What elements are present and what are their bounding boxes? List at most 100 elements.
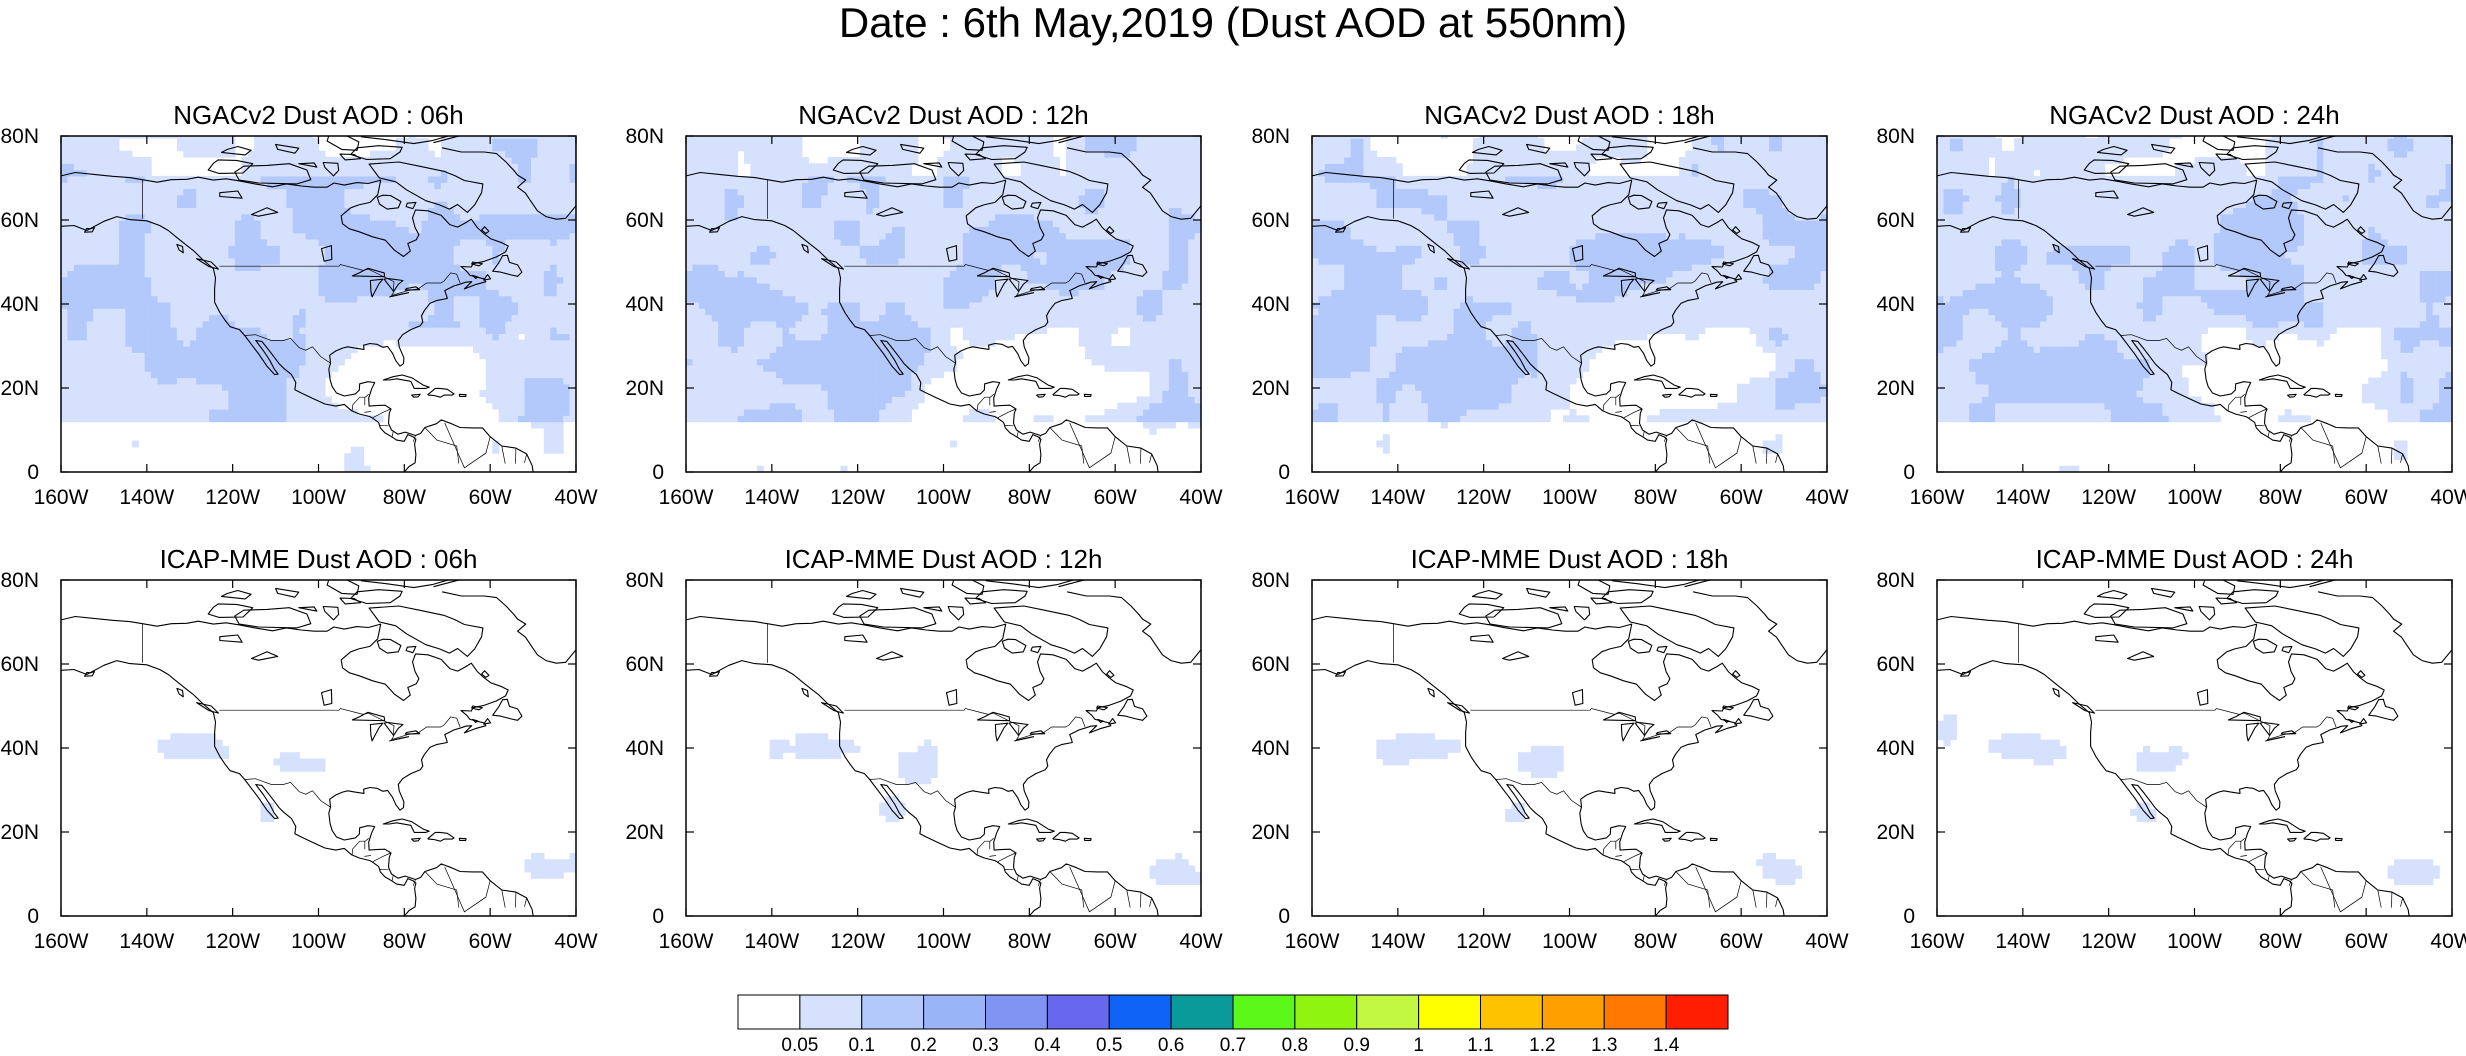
colorbar-swatch (1170, 994, 1234, 1030)
lon-tick-label: 120W (205, 930, 260, 953)
panel-title: ICAP-MME Dust AOD : 06h (160, 544, 478, 574)
coastlines (686, 136, 1201, 472)
dust-aod-field (61, 136, 576, 472)
lon-tick-label: 100W (2167, 930, 2222, 953)
lon-tick-label: 140W (1995, 930, 2050, 953)
colorbar-label: 0.7 (1220, 1035, 1246, 1056)
lon-tick-label: 140W (744, 930, 799, 953)
lat-tick-label: 20N (625, 821, 664, 844)
dust-aod-field (686, 580, 1201, 916)
colorbar-swatch (1046, 994, 1110, 1030)
map-background (686, 580, 1201, 916)
lat-tick-label: 40N (1876, 293, 1915, 316)
colorbar-swatch (1108, 994, 1172, 1030)
dust-aod-field (1937, 136, 2452, 472)
lat-tick-label: 40N (1251, 737, 1290, 760)
lon-tick-label: 80W (1008, 486, 1051, 509)
lon-tick-label: 80W (2259, 486, 2302, 509)
lat-tick-label: 80N (1876, 125, 1915, 148)
colorbar-label: 1.3 (1591, 1035, 1617, 1056)
colorbar-swatch (1665, 994, 1729, 1030)
lon-tick-label: 120W (1456, 486, 1511, 509)
lat-tick-label: 60N (625, 209, 664, 232)
map-panel: ICAP-MME Dust AOD : 12h 160W 140W 120W 100W 8… (625, 544, 1222, 953)
lon-tick-label: 60W (1094, 486, 1137, 509)
panel-title: NGACv2 Dust AOD : 06h (173, 100, 463, 130)
lon-tick-label: 160W (34, 930, 89, 953)
colorbar-swatch (1294, 994, 1358, 1030)
lon-tick-label: 100W (1542, 486, 1597, 509)
lon-tick-label: 40W (1805, 930, 1848, 953)
lon-tick-label: 100W (916, 930, 971, 953)
lon-tick-label: 120W (2081, 930, 2136, 953)
lat-tick-label: 20N (1251, 377, 1290, 400)
lat-tick-label: 80N (1876, 569, 1915, 592)
lon-tick-label: 80W (1634, 930, 1677, 953)
lon-tick-label: 160W (34, 486, 89, 509)
map-panel: ICAP-MME Dust AOD : 24h 160W 140W 120W 100W 8… (1876, 544, 2466, 953)
lon-tick-label: 60W (2345, 486, 2388, 509)
lon-tick-label: 140W (1370, 930, 1425, 953)
lon-tick-label: 80W (1634, 486, 1677, 509)
coastlines (61, 136, 576, 472)
lon-tick-label: 160W (659, 486, 714, 509)
lon-tick-label: 120W (205, 486, 260, 509)
lat-tick-label: 60N (1251, 653, 1290, 676)
colorbar-swatch (1480, 994, 1543, 1030)
colorbar-label: 0.4 (1034, 1035, 1061, 1056)
country-borders (767, 179, 1152, 469)
lon-tick-label: 40W (1179, 486, 1222, 509)
lon-tick-label: 60W (469, 486, 512, 509)
lat-tick-label: 40N (1876, 737, 1915, 760)
lon-tick-label: 40W (554, 930, 597, 953)
lat-tick-label: 20N (1251, 821, 1290, 844)
lat-tick-label: 80N (1251, 125, 1290, 148)
map-panel: NGACv2 Dust AOD : 06h 160W 140W 120W 100W 80W… (0, 100, 597, 509)
colorbar-swatch (1232, 994, 1296, 1030)
lon-tick-label: 160W (1910, 930, 1965, 953)
colorbar-label: 0.6 (1158, 1035, 1184, 1056)
lon-tick-label: 120W (830, 486, 885, 509)
colorbar-label: 0.3 (972, 1035, 998, 1056)
lon-tick-label: 60W (2345, 930, 2388, 953)
dust-aod-field (1312, 136, 1827, 472)
lat-tick-label: 20N (0, 377, 39, 400)
lat-tick-label: 80N (1251, 569, 1290, 592)
coastlines (61, 580, 576, 916)
lat-tick-label: 0 (652, 905, 664, 928)
lat-tick-label: 60N (625, 653, 664, 676)
lat-tick-label: 20N (0, 821, 39, 844)
lat-tick-label: 80N (625, 569, 664, 592)
lat-tick-label: 40N (625, 737, 664, 760)
lon-tick-label: 160W (659, 930, 714, 953)
colorbar-label: 0.5 (1096, 1035, 1122, 1056)
colorbar-swatch (1356, 994, 1420, 1030)
dust-aod-field (1312, 580, 1827, 916)
lon-tick-label: 60W (1720, 486, 1763, 509)
country-borders (767, 623, 1152, 913)
lat-tick-label: 80N (625, 125, 664, 148)
lon-tick-label: 100W (291, 930, 346, 953)
lat-tick-label: 40N (0, 293, 39, 316)
map-panel: ICAP-MME Dust AOD : 18h 160W 140W 120W 100W 8… (1251, 544, 1848, 953)
colorbar: 0.05 0.1 0.2 0.3 0.4 0.5 0.6 0.7 0.8 0.9 1 1.1 1.2 1.… (737, 994, 1729, 1056)
map-background (61, 580, 576, 916)
lon-tick-label: 140W (119, 930, 174, 953)
colorbar-swatch (923, 994, 987, 1030)
map-panel: NGACv2 Dust AOD : 24h 160W 140W 120W 100W 80W… (1876, 100, 2466, 509)
lat-tick-label: 60N (1876, 209, 1915, 232)
lon-tick-label: 80W (383, 486, 426, 509)
lat-tick-label: 0 (1903, 905, 1915, 928)
lon-tick-label: 40W (554, 486, 597, 509)
colorbar-swatch (737, 994, 801, 1030)
lon-tick-label: 100W (2167, 486, 2222, 509)
country-borders (1393, 179, 1778, 469)
lon-tick-label: 40W (2430, 930, 2466, 953)
country-borders (142, 179, 527, 469)
lat-tick-label: 60N (0, 653, 39, 676)
lon-tick-label: 80W (2259, 930, 2302, 953)
colorbar-swatch (861, 994, 925, 1030)
lat-tick-label: 20N (625, 377, 664, 400)
lat-tick-label: 60N (1876, 653, 1915, 676)
lon-tick-label: 120W (830, 930, 885, 953)
